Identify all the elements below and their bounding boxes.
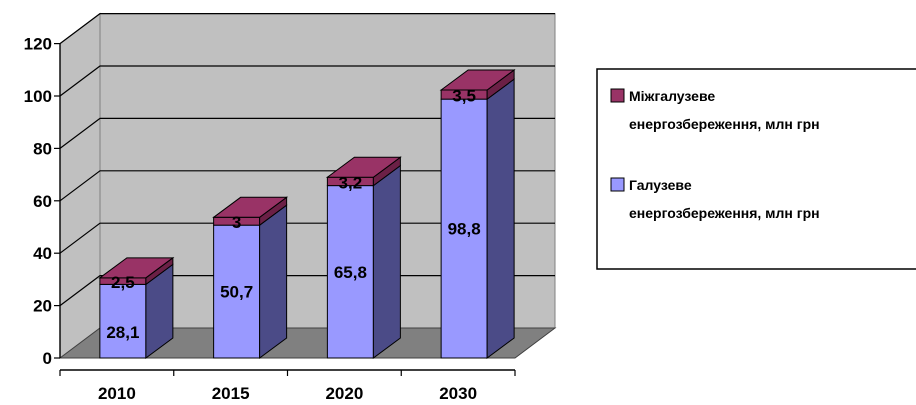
gridline bbox=[59, 170, 555, 202]
legend-label: Галузеве bbox=[629, 177, 692, 193]
data-label-2030-series-1: 3,5 bbox=[452, 87, 476, 106]
y-tick-label: 100 bbox=[24, 87, 52, 106]
x-category-label: 2015 bbox=[212, 384, 250, 403]
bar-side-2015-series-0 bbox=[259, 204, 288, 359]
bar-top-2020 bbox=[325, 156, 402, 178]
gridlines bbox=[59, 13, 555, 307]
y-tick-label: 120 bbox=[24, 35, 52, 54]
gridline bbox=[59, 65, 555, 97]
data-label-2015-series-1: 3 bbox=[232, 213, 241, 232]
bar-side-2030-series-0 bbox=[486, 78, 515, 359]
legend-label-line2: енергозбереження, млн грн bbox=[629, 205, 820, 221]
bar-side-2020-series-0 bbox=[372, 164, 401, 359]
y-tick-label: 60 bbox=[33, 192, 52, 211]
x-category-label: 2020 bbox=[325, 384, 363, 403]
gridline bbox=[59, 13, 555, 45]
data-label-2010-series-0: 28,1 bbox=[106, 323, 139, 342]
y-tick-label: 20 bbox=[33, 297, 52, 316]
data-label-2015-series-0: 50,7 bbox=[220, 283, 253, 302]
data-label-2020-series-1: 3,2 bbox=[339, 173, 363, 192]
y-tick-label: 80 bbox=[33, 139, 52, 158]
bar-2010-series-0 bbox=[99, 283, 147, 359]
data-label-2020-series-0: 65,8 bbox=[334, 263, 367, 282]
data-labels: 28,1 2,5 50,7 3 65,8 3,2 98,8 3,5 bbox=[106, 87, 480, 343]
bar-2020-series-0 bbox=[326, 185, 374, 359]
legend-box bbox=[596, 68, 916, 270]
data-label-2010-series-1: 2,5 bbox=[111, 273, 135, 292]
y-tick-label: 0 bbox=[43, 349, 52, 368]
legend-swatch bbox=[610, 88, 625, 103]
gridline bbox=[59, 222, 555, 254]
x-category-label: 2010 bbox=[98, 384, 136, 403]
x-category-label: 2030 bbox=[439, 384, 477, 403]
bar-2030-series-0 bbox=[440, 98, 488, 359]
bar-2015-series-0 bbox=[213, 224, 261, 359]
legend-label-line2: енергозбереження, млн грн bbox=[629, 116, 820, 132]
gridline bbox=[59, 275, 555, 307]
bar-top-2030 bbox=[439, 69, 516, 91]
legend: Міжгалузеве енергозбереження, млн грн Галу… bbox=[596, 68, 916, 270]
legend-label: Міжгалузеве bbox=[629, 88, 715, 104]
bars bbox=[98, 68, 516, 359]
gridline bbox=[59, 117, 555, 149]
axes: 0 20 40 60 80 100 120 2010 2015 2020 2030 bbox=[24, 35, 516, 403]
bar-top-2015 bbox=[212, 196, 289, 218]
data-label-2030-series-0: 98,8 bbox=[448, 220, 481, 239]
bar-top-2010 bbox=[98, 257, 175, 279]
legend-swatch bbox=[610, 177, 625, 192]
y-tick-label: 40 bbox=[33, 244, 52, 263]
